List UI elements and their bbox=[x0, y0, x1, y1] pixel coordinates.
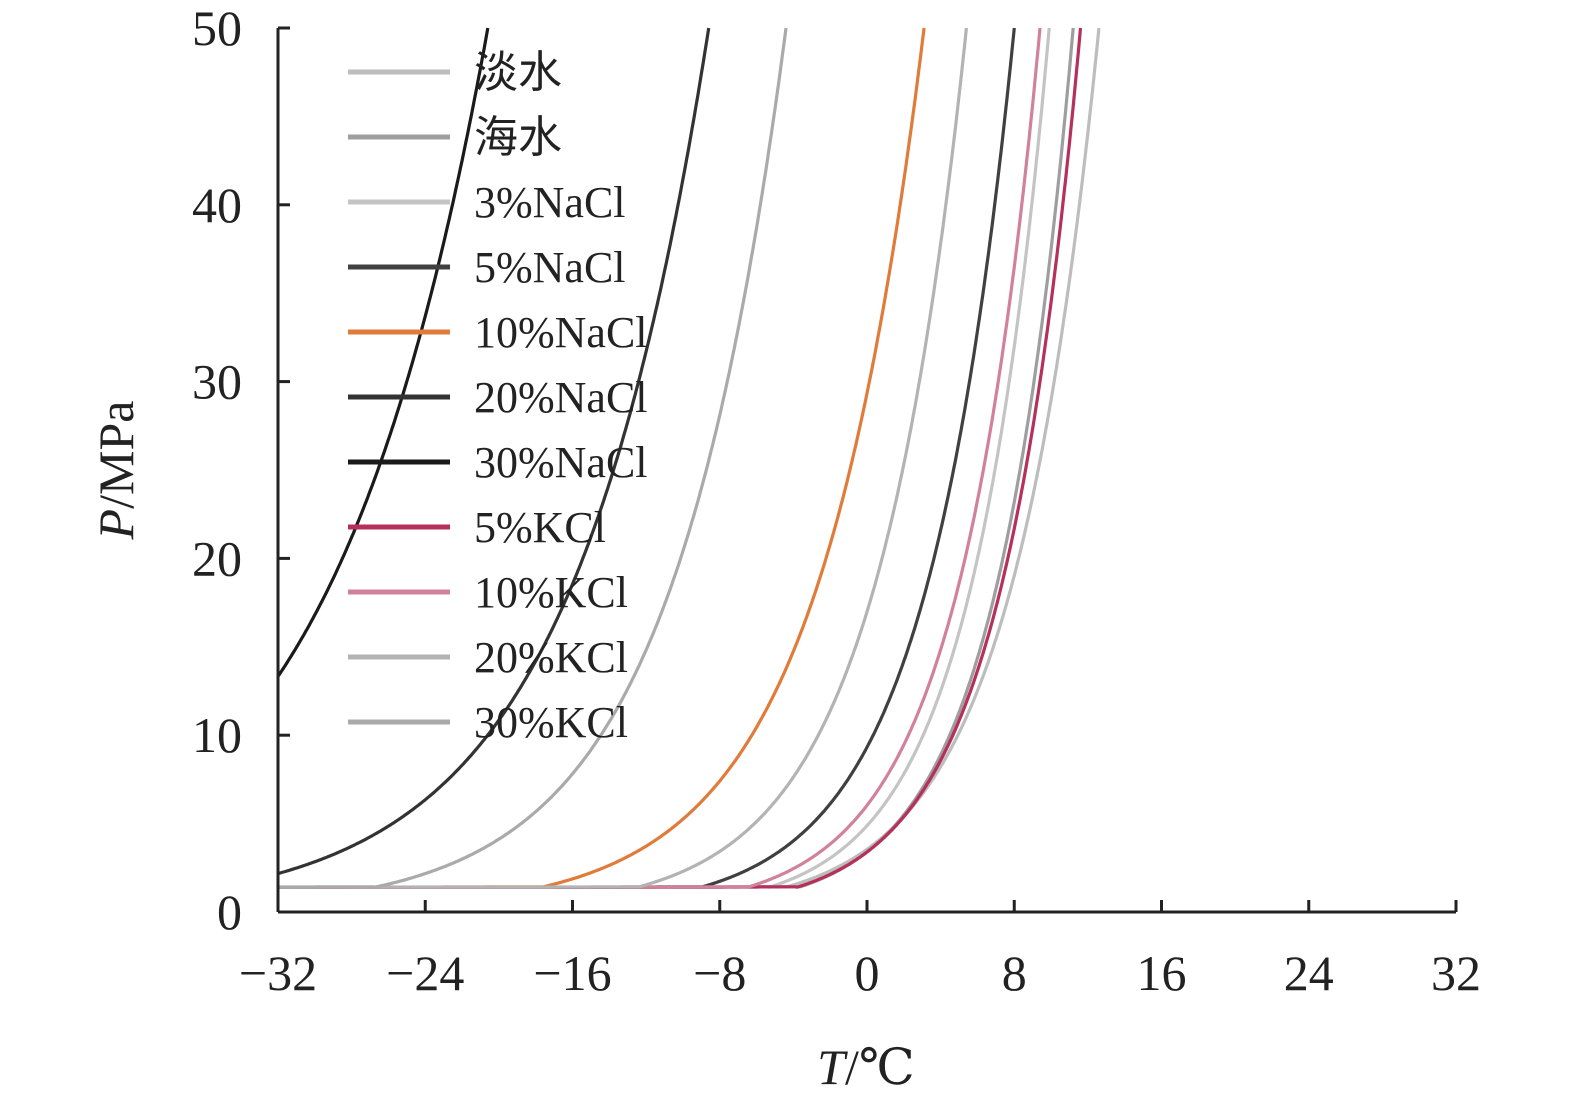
y-tick-label: 10 bbox=[192, 707, 242, 763]
series-line-7 bbox=[278, 27, 1083, 889]
x-axis-title: T/℃ bbox=[817, 1039, 915, 1095]
x-tick-label: −16 bbox=[533, 945, 611, 1001]
ticks: −32 −24 −16 −8 0 8 16 24 32 0 10 20 30 40 50 bbox=[192, 0, 1481, 1001]
x-tick-label: −32 bbox=[239, 945, 317, 1001]
x-tick-label: 8 bbox=[1002, 945, 1027, 1001]
y-axis-title: P/MPa bbox=[88, 401, 144, 541]
x-tick-label: 24 bbox=[1284, 945, 1334, 1001]
series-line-6 bbox=[276, 27, 490, 678]
plot-lines bbox=[276, 27, 1101, 889]
legend-label-9: 20%KCl bbox=[474, 633, 628, 682]
x-tick-label: 32 bbox=[1431, 945, 1481, 1001]
legend-label-1: 海水 bbox=[474, 113, 562, 162]
series-line-1 bbox=[278, 27, 1075, 889]
legend-label-6: 30%NaCl bbox=[474, 438, 648, 487]
x-tick-label: −8 bbox=[693, 945, 746, 1001]
x-tick-label: −24 bbox=[386, 945, 464, 1001]
y-tick-label: 0 bbox=[217, 884, 242, 940]
y-tick-label: 20 bbox=[192, 530, 242, 586]
legend-label-8: 10%KCl bbox=[474, 568, 628, 617]
legend-label-10: 30%KCl bbox=[474, 698, 628, 747]
legend-label-3: 5%NaCl bbox=[474, 243, 626, 292]
legend-label-2: 3%NaCl bbox=[474, 178, 626, 227]
legend-label-4: 10%NaCl bbox=[474, 308, 648, 357]
x-tick-label: 16 bbox=[1137, 945, 1187, 1001]
series-line-10 bbox=[278, 27, 788, 889]
y-tick-label: 30 bbox=[192, 354, 242, 410]
y-tick-label: 50 bbox=[192, 0, 242, 56]
legend-label-7: 5%KCl bbox=[474, 503, 606, 552]
series-line-5 bbox=[277, 27, 711, 876]
axes bbox=[276, 28, 1456, 914]
series-line-2 bbox=[278, 27, 1051, 889]
series-line-9 bbox=[278, 27, 968, 889]
series-line-8 bbox=[278, 27, 1042, 889]
x-tick-label: 0 bbox=[855, 945, 880, 1001]
legend-label-0: 淡水 bbox=[474, 48, 562, 97]
y-tick-label: 40 bbox=[192, 177, 242, 233]
legend-label-5: 20%NaCl bbox=[474, 373, 648, 422]
